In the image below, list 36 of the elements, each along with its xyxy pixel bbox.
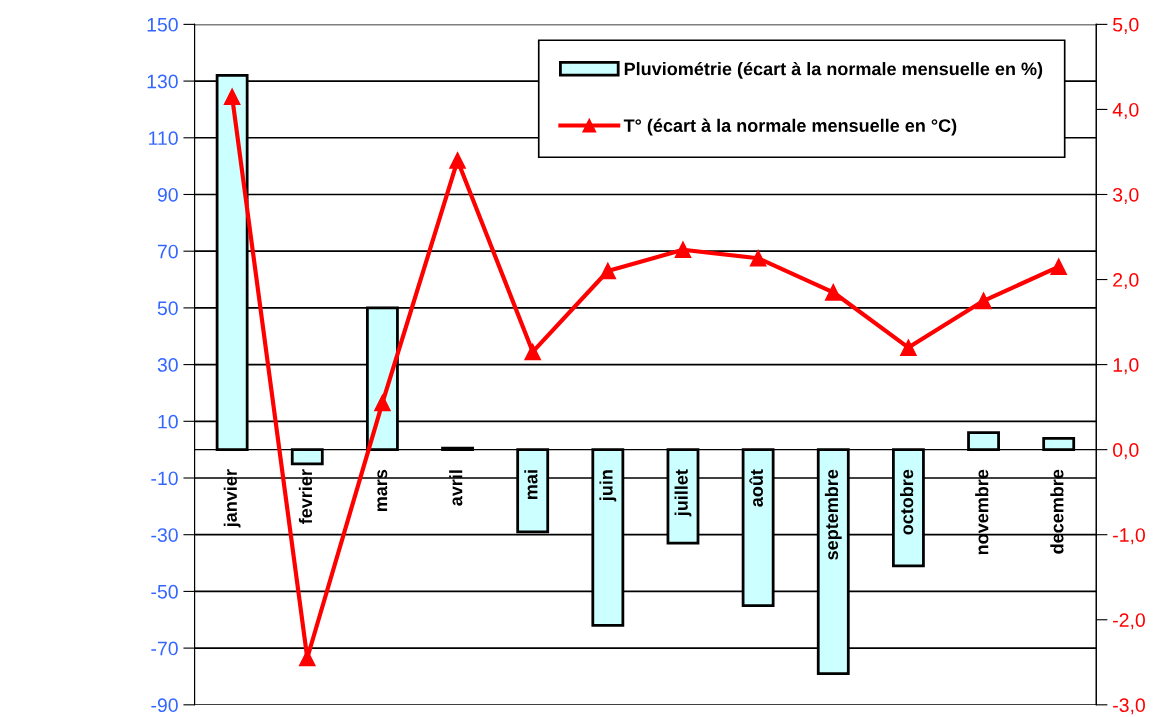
y2-tick-label: 2,0 xyxy=(1113,273,1139,290)
x-tick-label: fevrier xyxy=(298,469,313,524)
y-tick-label: -70 xyxy=(151,641,178,656)
y2-tick-label: -2,0 xyxy=(1113,613,1145,630)
y2-tick-label: -1,0 xyxy=(1113,528,1145,545)
y-tick-label: 150 xyxy=(147,17,178,32)
y2-tick-label: -3,0 xyxy=(1113,698,1145,715)
x-tick-label: juillet xyxy=(674,469,692,517)
x-tick-label: mars xyxy=(377,469,388,512)
x-tick-label: decembre xyxy=(1050,469,1064,554)
x-tick-label: août xyxy=(749,469,763,507)
y-tick-label: -50 xyxy=(151,584,178,599)
y-tick-label: 90 xyxy=(157,187,178,202)
y2-tick-label: 0,0 xyxy=(1113,443,1139,460)
y2-tick-label: 5,0 xyxy=(1113,17,1139,34)
y2-tick-label: 3,0 xyxy=(1112,187,1139,205)
x-tick-label: septembre xyxy=(824,469,842,560)
y-tick-label: 10 xyxy=(158,414,178,429)
x-tick-label: novembre xyxy=(975,469,989,555)
x-tick-label: janvier xyxy=(223,469,241,528)
x-tick-label: mai xyxy=(524,470,538,500)
y-tick-label: -30 xyxy=(151,528,178,542)
legend-label: Pluviométrie (écart à la normale mensuelle en %) xyxy=(624,61,1043,79)
x-tick-label: octobre xyxy=(899,469,914,535)
x-tick-label: avril xyxy=(449,470,463,506)
y-tick-label: -10 xyxy=(151,471,178,486)
y-tick-label: -90 xyxy=(151,698,178,713)
x-tick-label: juin xyxy=(599,470,617,502)
y2-tick-label: 4,0 xyxy=(1112,102,1139,119)
y-tick-label: 30 xyxy=(157,358,178,372)
y-tick-label: 110 xyxy=(149,131,178,146)
y-tick-label: 70 xyxy=(157,244,178,259)
y-tick-label: 130 xyxy=(147,74,178,89)
y-tick-label: 50 xyxy=(157,301,178,316)
y2-tick-label: 1,0 xyxy=(1113,358,1139,375)
legend-label: T° (écart à la normale mensuelle en °C) xyxy=(623,118,957,136)
